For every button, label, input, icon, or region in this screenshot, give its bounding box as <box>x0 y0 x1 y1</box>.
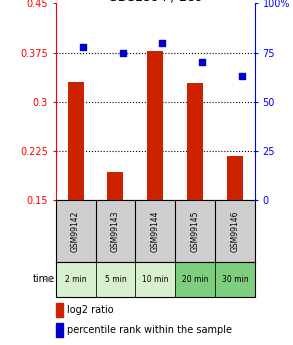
Text: 10 min: 10 min <box>142 275 168 284</box>
Bar <box>147 51 163 200</box>
Bar <box>68 82 84 200</box>
Bar <box>56 323 63 337</box>
Text: 30 min: 30 min <box>222 275 248 284</box>
Text: log2 ratio: log2 ratio <box>67 305 114 315</box>
Bar <box>227 156 243 200</box>
Text: GSM99144: GSM99144 <box>151 210 160 252</box>
Bar <box>96 262 135 297</box>
Text: GSM99145: GSM99145 <box>191 210 200 252</box>
Bar <box>175 262 215 297</box>
Point <box>240 73 244 79</box>
Point <box>80 44 85 49</box>
Bar <box>187 83 203 200</box>
Text: 5 min: 5 min <box>105 275 126 284</box>
Text: percentile rank within the sample: percentile rank within the sample <box>67 325 232 335</box>
Point <box>160 40 165 46</box>
Bar <box>135 262 175 297</box>
Text: 2 min: 2 min <box>65 275 86 284</box>
Bar <box>56 262 96 297</box>
Bar <box>108 172 123 200</box>
Point <box>200 60 205 65</box>
Text: GSM99142: GSM99142 <box>71 210 80 252</box>
Bar <box>215 262 255 297</box>
Title: GDS2594 / 289: GDS2594 / 289 <box>108 0 203 3</box>
Text: time: time <box>33 275 55 284</box>
Text: GSM99143: GSM99143 <box>111 210 120 252</box>
Text: 20 min: 20 min <box>182 275 208 284</box>
Text: GSM99146: GSM99146 <box>231 210 239 252</box>
Point <box>120 50 125 55</box>
Bar <box>56 303 63 317</box>
